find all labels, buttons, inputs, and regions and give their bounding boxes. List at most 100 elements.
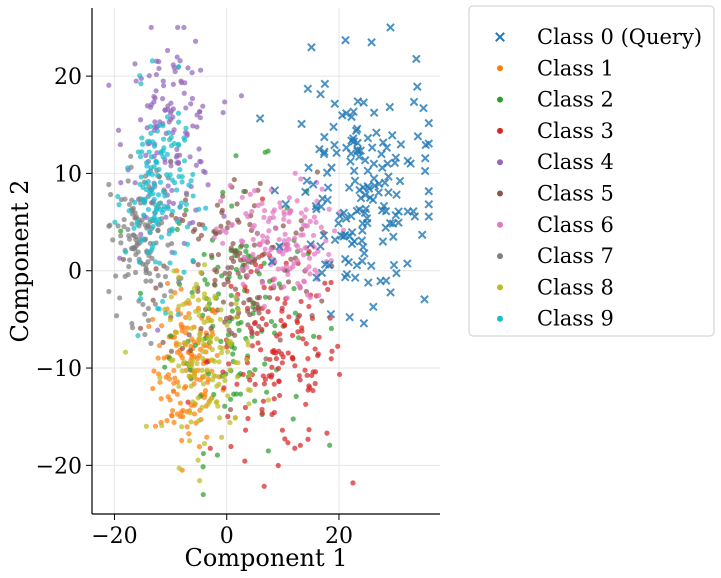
data-point [389,260,399,270]
data-point [183,367,189,373]
data-point [158,323,165,329]
data-point [394,218,403,227]
data-point [178,200,185,206]
data-point [330,140,339,150]
data-point [225,349,231,355]
data-point [182,314,189,321]
data-point [106,181,112,188]
data-point [259,196,266,202]
data-point [157,179,164,185]
data-point [184,131,190,137]
data-point [158,234,164,240]
data-point [257,241,263,248]
data-point [309,312,315,319]
data-point [140,197,147,203]
data-point [177,166,183,173]
data-point [229,203,235,209]
data-point [271,381,277,387]
data-point [245,342,251,348]
data-point [297,442,303,448]
data-point [256,323,262,329]
data-point [342,109,351,118]
data-point [310,387,316,394]
data-point [179,79,185,86]
data-point [255,202,261,208]
series-0 [255,23,434,328]
data-point [277,200,283,206]
data-point [189,336,195,342]
y-tick-label: 10 [54,162,82,187]
data-point [254,295,261,301]
data-point [392,268,401,278]
data-point [276,392,283,399]
data-point [191,285,198,292]
data-point [224,322,230,328]
data-point [245,272,251,278]
data-point [292,445,298,451]
data-point [145,305,151,312]
data-point [307,218,313,224]
data-point [153,266,159,272]
data-point [417,230,427,240]
data-point [374,188,383,197]
data-point [203,205,209,211]
data-point [298,218,304,224]
data-point [347,227,357,237]
data-point [235,307,241,313]
data-point [234,374,240,380]
data-point [155,273,161,279]
data-point [250,236,256,243]
data-point [261,260,267,266]
data-point [159,96,166,102]
data-point [424,212,434,221]
data-point [286,195,292,201]
data-point [350,480,356,486]
data-point [335,211,345,221]
data-point [288,208,294,214]
data-point [181,324,187,331]
data-point [220,299,227,305]
data-point [247,372,253,378]
data-point [165,183,171,189]
data-point [172,180,178,186]
data-point [184,241,191,247]
data-point [196,307,202,314]
data-point [280,251,286,257]
data-point [391,153,401,162]
data-point [129,320,135,327]
data-point [381,223,391,232]
data-point [138,81,144,87]
data-point [186,310,192,317]
data-point [168,288,174,294]
data-point [187,154,193,160]
data-point [314,169,321,175]
data-point [169,187,175,194]
data-point [245,415,251,422]
data-point [223,315,230,321]
data-point [167,376,173,382]
data-point [184,224,190,230]
data-point [156,65,162,72]
data-point [150,224,156,230]
data-point [265,448,271,454]
data-point [174,152,180,159]
data-point [197,115,203,121]
data-point [267,257,277,266]
data-point [168,158,174,164]
data-point [148,165,154,171]
data-point [219,434,225,440]
data-point [174,226,180,233]
data-point [135,149,141,155]
series-9 [112,58,209,339]
data-point [265,309,271,315]
data-point [300,336,306,342]
grid-lines [92,8,440,514]
data-point [384,188,393,197]
data-point [138,231,144,237]
data-point [357,236,367,245]
data-point [376,276,385,286]
data-point [163,214,169,220]
data-point [177,204,183,210]
data-point [168,348,175,354]
data-point [176,341,182,347]
